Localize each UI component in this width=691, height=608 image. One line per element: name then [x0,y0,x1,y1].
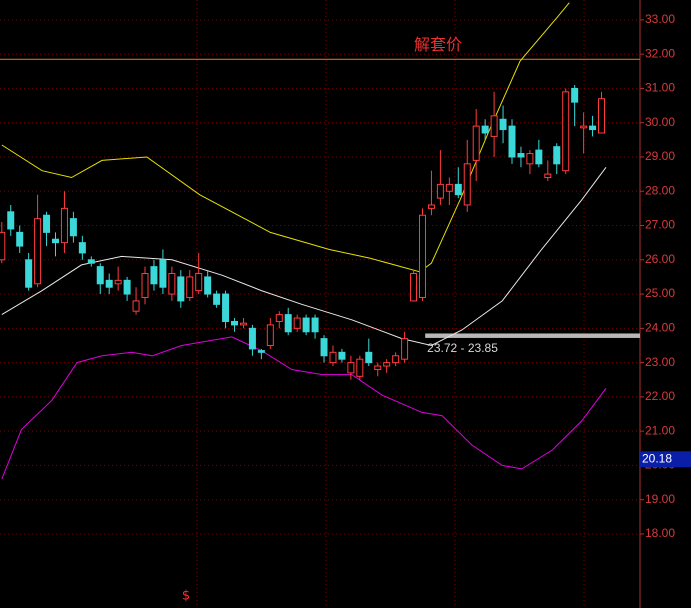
candle-body [34,218,42,285]
candle-body [329,351,337,364]
y-tick-label: 30.00 [645,115,675,129]
candle-body [275,314,283,322]
candle-body [204,276,212,295]
candle-body [195,272,203,292]
y-tick-label: 26.00 [645,252,675,266]
candle-body [580,125,588,129]
candle-body [463,163,471,206]
candle-body [508,125,516,158]
y-tick-label: 23.00 [645,355,675,369]
candle-body [25,259,33,288]
candle-body [186,276,194,298]
candle-body [535,149,543,165]
candle-body [16,231,24,247]
candle-body [383,362,391,367]
candle-body [302,317,310,333]
candle-body [105,279,113,288]
candle-body [338,351,346,360]
candle-body [436,183,444,199]
candle-body [69,218,77,237]
candle-body [123,279,131,295]
price-band [425,333,640,338]
candle-body [43,214,51,233]
candle-body [481,125,489,134]
candle-body [159,259,167,288]
candle-body [427,204,435,209]
candle-body [365,351,373,364]
candle-body [445,183,453,192]
y-tick-label: 28.00 [645,183,675,197]
candle-body [231,320,239,326]
candle-body [311,317,319,333]
candle-body [87,259,95,264]
candle-body [78,242,86,254]
candle-body [266,324,274,346]
candle-body [598,98,606,134]
y-tick-label: 33.00 [645,12,675,26]
candle-body [222,293,230,322]
candle-body [239,322,247,326]
plot-area [0,2,640,535]
candle-body [257,350,265,353]
last-price-label: 20.18 [642,451,672,465]
candle-body [114,279,122,285]
candle-body [0,231,6,261]
candle-body [177,276,185,302]
candle-body [248,327,256,350]
candle-body [472,125,480,161]
candle-body [517,153,525,158]
vertical-grid [196,0,585,608]
candle-body [7,211,15,230]
candle-body [141,272,149,298]
last-price-box [640,451,691,468]
y-tick-label: 22.00 [645,389,675,403]
y-tick-label: 25.00 [645,286,675,300]
candle-body [374,365,382,370]
y-tick-label: 21.00 [645,423,675,437]
resistance-label: 解套价 [414,35,462,54]
candle-body [392,355,400,364]
candle-body [499,118,507,131]
y-tick-label: 19.00 [645,492,675,506]
y-tick-label: 18.00 [645,526,675,540]
candle-body [96,266,104,285]
candle-body [553,146,561,165]
bollinger-line [1,167,607,347]
candle-body [571,87,579,103]
bollinger-line [1,336,607,480]
candle-body [284,314,292,333]
candle-body [526,153,534,165]
candle-body [320,338,328,357]
candle-body [490,115,498,137]
candle-body [589,125,597,131]
y-tick-label: 29.00 [645,149,675,163]
band-label: 23.72 - 23.85 [427,341,498,355]
bollinger-line [1,2,570,273]
candle-body [544,173,552,179]
candle-body [213,293,221,305]
y-tick-label: 27.00 [645,218,675,232]
y-tick-label: 24.00 [645,321,675,335]
candle-body [418,214,426,298]
y-tick-label: 31.00 [645,81,675,95]
candle-body [562,91,570,172]
footnote-marker: $ [182,589,190,604]
candle-body [347,362,355,374]
candle-body [401,338,409,360]
candle-body [410,272,418,302]
y-tick-label: 32.00 [645,46,675,60]
candle-body [168,272,176,295]
candle-body [356,358,364,377]
candle-body [150,266,158,285]
candle-body [60,207,68,244]
candle-body [454,183,462,196]
candle-body [51,238,59,244]
candle-body [132,300,140,312]
candle-body [293,317,301,329]
